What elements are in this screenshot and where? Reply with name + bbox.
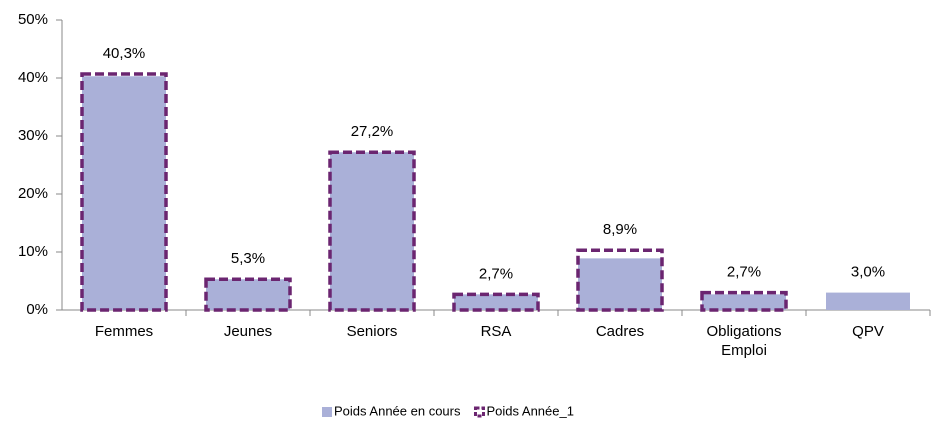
data-label: 2,7% <box>479 265 513 282</box>
y-tick-label: 10% <box>18 243 48 260</box>
y-tick-label: 30% <box>18 127 48 144</box>
bar <box>82 76 166 310</box>
data-label: 8,9% <box>603 221 637 238</box>
y-tick-label: 20% <box>18 185 48 202</box>
legend-swatch <box>473 406 485 418</box>
x-tick-label: RSA <box>480 323 512 340</box>
bar-outline <box>700 290 788 312</box>
bar <box>330 152 414 310</box>
bar <box>454 294 538 310</box>
data-label: 27,2% <box>351 123 394 140</box>
x-tick-label: Cadres <box>595 323 645 340</box>
data-label: 2,7% <box>727 264 761 281</box>
bar-outline <box>204 277 292 312</box>
data-label: 40,3% <box>103 45 146 62</box>
x-tick-label: Seniors <box>346 323 398 340</box>
legend-label: Poids Année en cours <box>334 403 461 418</box>
data-label: 3,0% <box>851 264 885 281</box>
legend-swatch <box>322 407 332 417</box>
y-tick-label: 50% <box>18 11 48 28</box>
bar <box>702 294 786 310</box>
bar <box>578 258 662 310</box>
x-tick-label: Femmes <box>94 323 154 340</box>
x-tick-label: Jeunes <box>223 323 273 340</box>
y-tick-label: 40% <box>18 69 48 86</box>
data-label: 5,3% <box>231 250 265 267</box>
bar-outline <box>328 150 416 312</box>
bar-outline <box>452 292 540 312</box>
legend-label: Poids Année_1 <box>486 403 573 418</box>
bar <box>826 292 910 310</box>
bar-outline <box>576 248 664 312</box>
y-tick-label: 0% <box>26 301 48 318</box>
bar <box>206 279 290 310</box>
bar-outline <box>80 72 168 312</box>
x-tick-label: QPV <box>852 323 884 340</box>
x-tick-label: Obligations Emploi <box>706 323 782 359</box>
